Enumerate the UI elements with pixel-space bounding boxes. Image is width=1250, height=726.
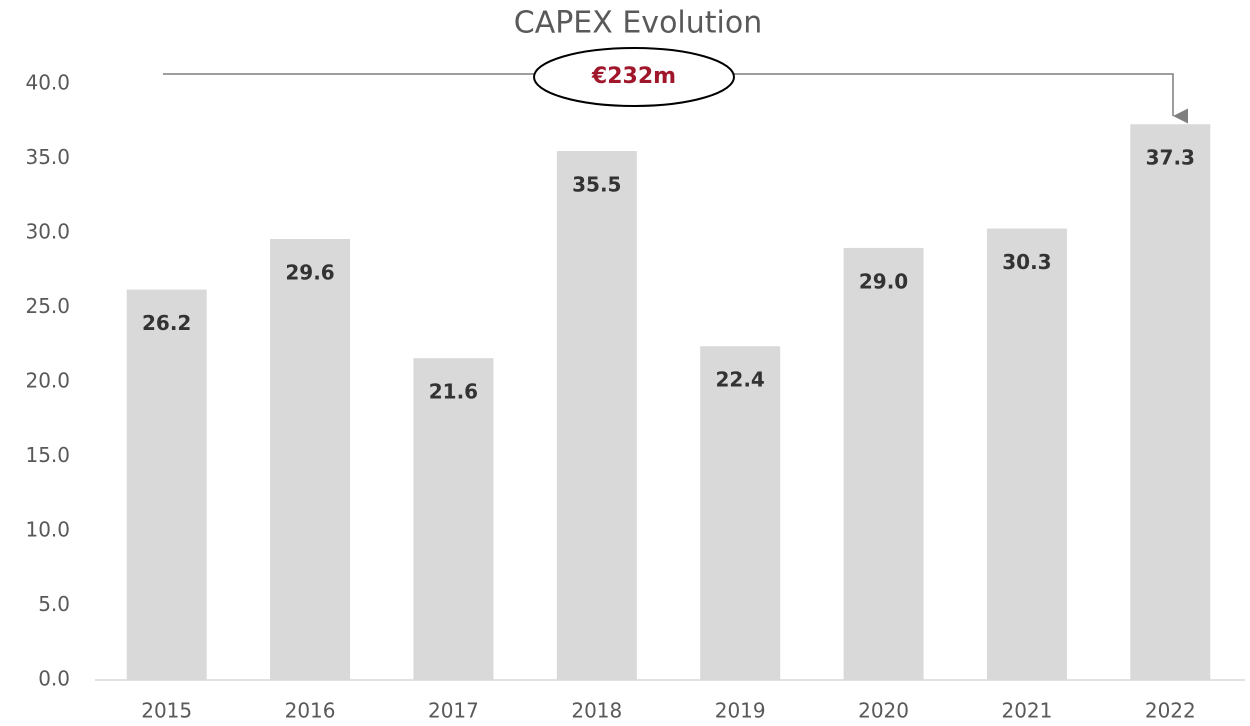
bar <box>986 228 1067 680</box>
data-label: 35.5 <box>572 173 621 197</box>
annotation-arrow <box>163 73 1188 124</box>
x-tick-label: 2019 <box>715 699 766 723</box>
y-tick-label: 40.0 <box>25 71 70 95</box>
data-label: 22.4 <box>716 368 765 392</box>
bar <box>843 247 924 680</box>
x-tick-label: 2015 <box>141 699 192 723</box>
annotation-ellipse <box>533 47 735 107</box>
data-label: 29.6 <box>285 260 334 284</box>
bar <box>700 346 781 680</box>
bar <box>1130 124 1211 681</box>
annotation: €232m <box>591 64 676 89</box>
x-tick-label: 2018 <box>571 699 622 723</box>
data-label: 29.0 <box>859 269 908 293</box>
data-label: 26.2 <box>142 311 191 335</box>
x-tick-label: 2017 <box>428 699 479 723</box>
x-tick-label: 2020 <box>858 699 909 723</box>
bar <box>556 151 637 681</box>
bar <box>126 289 207 680</box>
data-label: 37.3 <box>1146 146 1195 170</box>
y-tick-label: 15.0 <box>25 443 70 467</box>
x-tick-label: 2021 <box>1001 699 1052 723</box>
y-tick-label: 20.0 <box>25 369 70 393</box>
y-tick-label: 5.0 <box>38 592 70 616</box>
x-tick-label: 2016 <box>285 699 336 723</box>
data-label: 21.6 <box>429 380 478 404</box>
y-tick-label: 35.0 <box>25 145 70 169</box>
y-tick-label: 25.0 <box>25 294 70 318</box>
y-tick-label: 10.0 <box>25 518 70 542</box>
bar <box>413 358 494 680</box>
y-tick-label: 0.0 <box>38 667 70 691</box>
chart-title: CAPEX Evolution <box>514 6 762 41</box>
data-label: 30.3 <box>1002 250 1051 274</box>
x-tick-label: 2022 <box>1145 699 1196 723</box>
bar <box>270 238 351 680</box>
y-tick-label: 30.0 <box>25 220 70 244</box>
